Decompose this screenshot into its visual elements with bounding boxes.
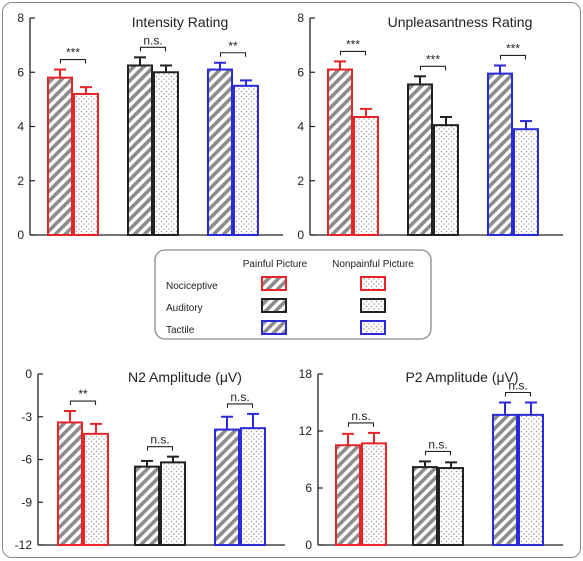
bar-nociceptive-painful: [57, 421, 83, 547]
y-tick-label: 6: [297, 65, 304, 79]
significance-label: n.s.: [143, 33, 162, 47]
legend-swatch-painful: [261, 298, 287, 313]
y-tick-label: 6: [17, 65, 24, 79]
y-tick-label: -3: [21, 410, 32, 424]
y-tick-label: 0: [297, 228, 304, 242]
y-tick-label: 2: [297, 174, 304, 188]
bar-auditory-painful: [134, 465, 160, 546]
panel-title: Unpleasantness Rating: [388, 14, 533, 30]
legend-swatch-nonpainful: [360, 276, 386, 291]
bar-nociceptive-painful: [335, 444, 361, 546]
significance-label: n.s.: [150, 433, 169, 447]
significance-label: ***: [506, 41, 520, 55]
legend-swatch-painful: [261, 276, 287, 291]
panel-4: P2 Amplitude (μV) 0 6 12 18 n.s. n.s. n.s.: [299, 367, 563, 552]
significance-bracket: [419, 65, 447, 71]
y-tick-label: -6: [21, 453, 32, 467]
legend-border: [154, 249, 432, 340]
bar-nociceptive-nonpainful: [361, 442, 387, 547]
legend: Painful Picture Nonpainful Picture Nocic…: [154, 249, 432, 340]
panel-title: N2 Amplitude (μV): [128, 369, 242, 385]
y-tick-label: 4: [17, 120, 24, 134]
y-tick-label: 0: [305, 538, 312, 552]
y-tick-label: 6: [305, 481, 312, 495]
y-tick-label: 8: [17, 11, 24, 25]
significance-label: n.s.: [508, 379, 527, 393]
panel-1: Intensity Rating 0 2 4 6 8 *** n.s. **: [17, 11, 283, 242]
significance-bracket: [504, 391, 532, 397]
significance-bracket: [424, 450, 452, 456]
bar-nociceptive-painful: [47, 76, 73, 236]
bar-tactile-painful: [492, 413, 518, 546]
significance-bracket: [226, 403, 254, 408]
bar-auditory-painful: [127, 64, 153, 236]
bar-nociceptive-nonpainful: [73, 92, 99, 236]
panel-title: Intensity Rating: [132, 14, 229, 30]
legend-swatch-nonpainful: [360, 320, 386, 335]
significance-label: n.s.: [428, 437, 447, 451]
bar-auditory-nonpainful: [160, 461, 186, 547]
significance-bracket: [339, 50, 367, 56]
y-tick-label: 12: [299, 424, 313, 438]
bar-tactile-nonpainful: [518, 413, 544, 546]
y-tick-label: 18: [299, 367, 313, 381]
y-tick-label: 0: [25, 367, 32, 381]
y-tick-label: -9: [21, 495, 32, 509]
bar-auditory-nonpainful: [153, 71, 179, 236]
y-tick-label: 2: [17, 174, 24, 188]
significance-bracket: [347, 422, 375, 427]
significance-label: ***: [66, 46, 80, 60]
bar-nociceptive-painful: [327, 68, 353, 236]
significance-bracket: [139, 46, 167, 52]
bar-auditory-painful: [407, 83, 433, 236]
legend-row-auditory: Auditory: [166, 303, 203, 314]
panel-2: Unpleasantness Rating 0 2 4 6 8 *** *** ***: [297, 11, 563, 242]
y-tick-label: 0: [17, 228, 24, 242]
bar-auditory-nonpainful: [438, 467, 464, 546]
panel-title: P2 Amplitude (μV): [405, 369, 518, 385]
bar-tactile-nonpainful: [240, 427, 266, 546]
bar-tactile-painful: [214, 428, 240, 547]
significance-bracket: [499, 54, 527, 60]
significance-bracket: [219, 52, 247, 57]
legend-row-nociceptive: Nociceptive: [166, 281, 218, 292]
significance-label: **: [78, 387, 88, 401]
significance-bracket: [59, 58, 87, 64]
y-tick-label: 8: [297, 11, 304, 25]
panel-3: N2 Amplitude (μV) -12 -9 -6 -3 0 ** n.s. n.s.: [15, 367, 285, 552]
bar-auditory-painful: [412, 466, 438, 547]
bar-nociceptive-nonpainful: [83, 432, 109, 547]
legend-swatch-painful: [261, 320, 287, 335]
bar-tactile-painful: [487, 72, 513, 236]
bar-tactile-nonpainful: [513, 128, 539, 236]
y-tick-label: 4: [297, 120, 304, 134]
y-tick-label: -12: [15, 538, 33, 552]
legend-swatch-nonpainful: [360, 298, 386, 313]
legend-col-nonpainful: Nonpainful Picture: [332, 259, 414, 270]
significance-label: **: [228, 39, 238, 53]
legend-row-tactile: Tactile: [166, 325, 195, 336]
bar-tactile-painful: [207, 68, 233, 236]
bar-tactile-nonpainful: [233, 84, 259, 236]
legend-col-painful: Painful Picture: [243, 259, 308, 270]
significance-bracket: [146, 446, 174, 451]
significance-label: n.s.: [230, 390, 249, 404]
significance-bracket: [69, 400, 97, 406]
bar-nociceptive-nonpainful: [353, 116, 379, 236]
significance-label: n.s.: [351, 409, 370, 423]
significance-label: ***: [346, 37, 360, 51]
significance-label: ***: [426, 52, 440, 66]
bar-auditory-nonpainful: [433, 124, 459, 236]
